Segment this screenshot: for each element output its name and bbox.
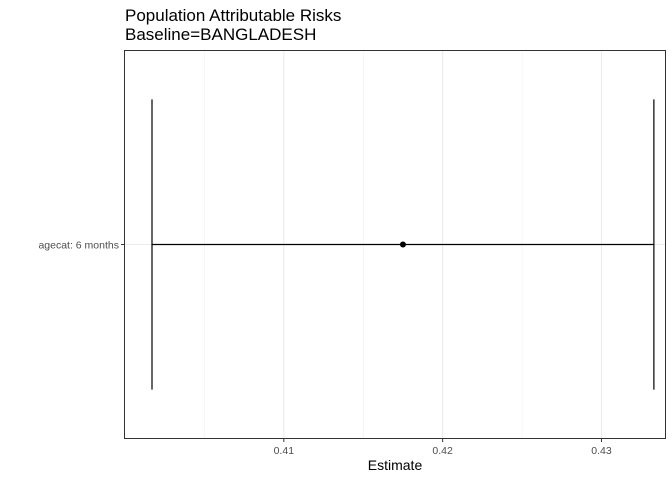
estimate-point [399, 241, 406, 248]
panel-border [124, 50, 666, 439]
chart-title: Population Attributable Risks [125, 6, 341, 25]
data-layer [151, 99, 655, 390]
x-tick-label: 0.41 [274, 445, 295, 457]
chart-subtitle: Baseline=BANGLADESH [125, 25, 316, 44]
x-tick-label: 0.42 [432, 445, 453, 457]
x-tick-label: 0.43 [591, 445, 612, 457]
y-tick-label: agecat: 6 months [38, 240, 119, 252]
x-axis-title: Estimate [368, 457, 423, 473]
tick-layer: 0.41 0.42 0.43 agecat: 6 months [38, 240, 611, 458]
